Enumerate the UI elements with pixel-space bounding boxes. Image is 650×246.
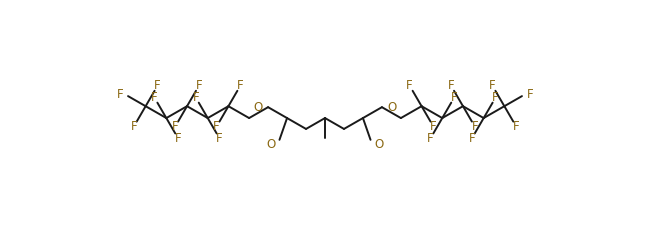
Text: F: F bbox=[131, 120, 137, 133]
Text: F: F bbox=[213, 120, 220, 133]
Text: F: F bbox=[527, 88, 534, 101]
Text: F: F bbox=[427, 132, 434, 145]
Text: F: F bbox=[175, 132, 181, 145]
Text: O: O bbox=[387, 101, 396, 114]
Text: F: F bbox=[151, 91, 158, 104]
Text: F: F bbox=[192, 91, 199, 104]
Text: F: F bbox=[430, 120, 437, 133]
Text: O: O bbox=[266, 138, 276, 151]
Text: F: F bbox=[469, 132, 475, 145]
Text: F: F bbox=[472, 120, 478, 133]
Text: F: F bbox=[237, 79, 244, 92]
Text: F: F bbox=[448, 79, 454, 92]
Text: F: F bbox=[451, 91, 458, 104]
Text: F: F bbox=[492, 91, 499, 104]
Text: F: F bbox=[196, 79, 202, 92]
Text: O: O bbox=[374, 138, 384, 151]
Text: F: F bbox=[489, 79, 496, 92]
Text: F: F bbox=[513, 120, 519, 133]
Text: O: O bbox=[254, 101, 263, 114]
Text: F: F bbox=[406, 79, 413, 92]
Text: F: F bbox=[172, 120, 178, 133]
Text: F: F bbox=[154, 79, 161, 92]
Text: F: F bbox=[216, 132, 223, 145]
Text: F: F bbox=[116, 88, 123, 101]
